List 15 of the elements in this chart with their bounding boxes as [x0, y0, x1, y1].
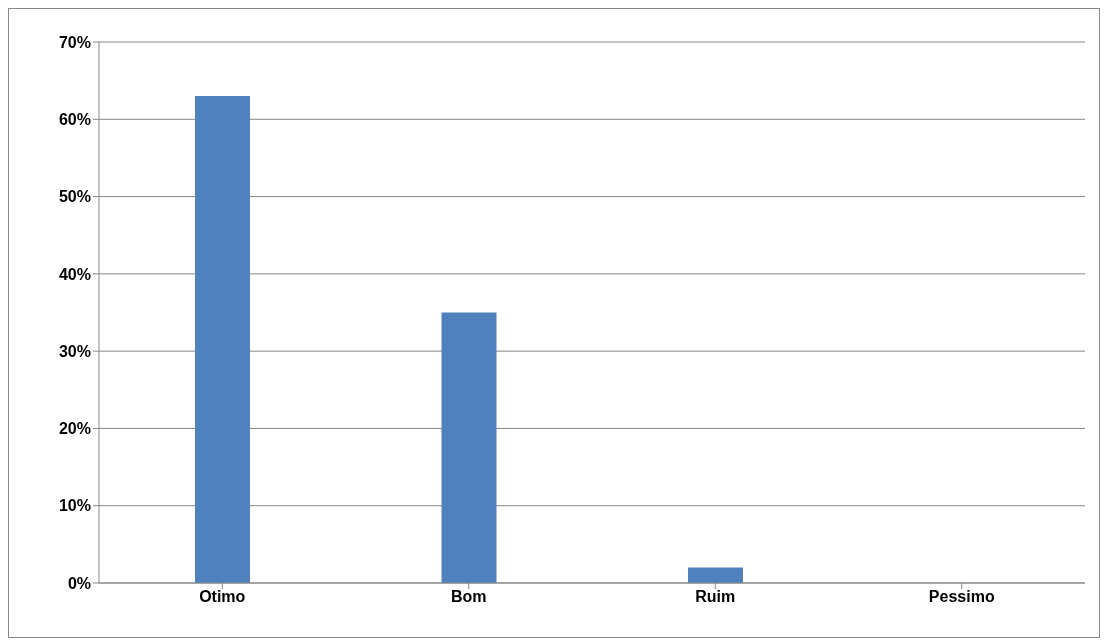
y-tick-label: 40% [58, 265, 91, 283]
y-tick-label: 10% [58, 497, 91, 515]
x-tick-label: Pessimo [928, 588, 995, 606]
y-tick-label: 50% [58, 188, 91, 206]
y-tick-label: 20% [58, 420, 91, 438]
y-tick-label: 30% [58, 342, 91, 360]
x-tick-label: Ruim [695, 588, 736, 606]
bar [441, 312, 497, 583]
y-tick-label: 60% [58, 110, 91, 128]
y-tick-label: 0% [67, 574, 91, 592]
x-tick-label: Bom [450, 588, 487, 606]
x-tick-label: Otimo [199, 588, 246, 606]
y-tick-label: 70% [58, 33, 91, 51]
bar [688, 567, 743, 583]
bar [195, 96, 250, 583]
